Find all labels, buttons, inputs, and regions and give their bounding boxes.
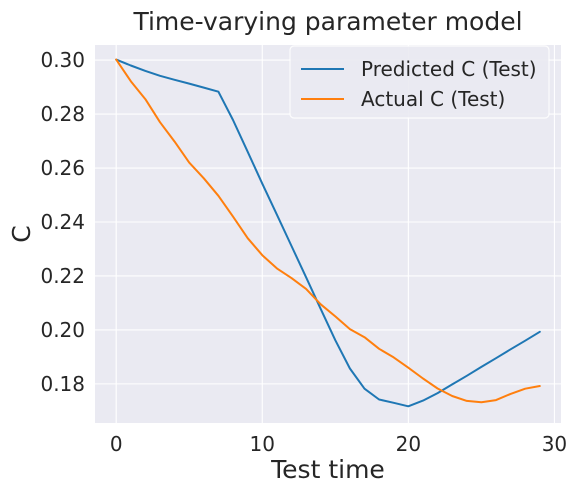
legend-box <box>289 45 550 119</box>
y-axis-label: C <box>7 225 36 242</box>
x-tick-label: 20 <box>396 432 421 456</box>
y-tick-label: 0.30 <box>40 48 85 72</box>
x-axis-label: Test time <box>270 455 385 484</box>
x-tick-labels: 0 10 20 30 <box>110 432 567 456</box>
series-lines <box>115 58 541 408</box>
y-tick-label: 0.18 <box>40 372 85 396</box>
x-tick-label: 10 <box>250 432 275 456</box>
legend-label-actual: Actual C (Test) <box>361 87 505 111</box>
y-tick-label: 0.26 <box>40 156 85 180</box>
x-tick-label: 0 <box>110 432 123 456</box>
y-tick-label: 0.24 <box>40 210 85 234</box>
series-line-predicted <box>115 58 541 408</box>
legend-label-predicted: Predicted C (Test) <box>361 57 537 81</box>
chart-title: Time-varying parameter model <box>132 7 522 36</box>
series-line-actual <box>115 58 541 404</box>
y-tick-label: 0.22 <box>40 264 85 288</box>
x-tick-label: 30 <box>542 432 567 456</box>
y-tick-labels: 0.18 0.20 0.22 0.24 0.26 0.28 0.30 <box>40 48 85 396</box>
y-tick-label: 0.28 <box>40 102 85 126</box>
legend: Predicted C (Test) Actual C (Test) <box>289 45 550 119</box>
y-tick-label: 0.20 <box>40 318 85 342</box>
